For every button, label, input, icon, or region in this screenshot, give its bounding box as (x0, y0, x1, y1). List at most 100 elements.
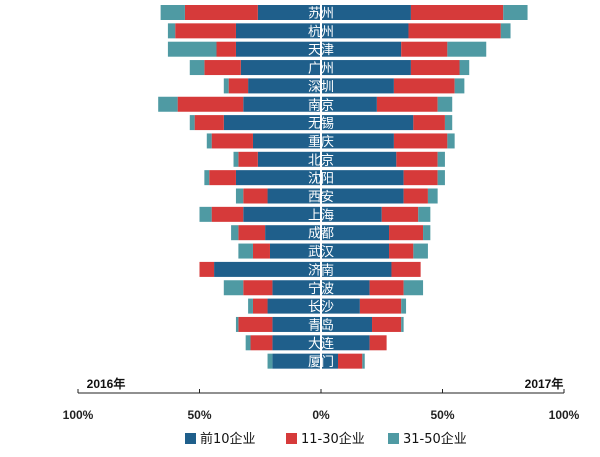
bar-2016-广州-s0 (240, 60, 321, 76)
bar-2017-北京-s1 (396, 151, 438, 167)
bar-2017-无锡-s1 (413, 115, 445, 131)
legend-swatch (286, 433, 297, 444)
bar-2016-无锡-s1 (194, 115, 224, 131)
city-label: 重庆 (308, 134, 334, 150)
bar-2016-大连-s0 (272, 335, 321, 351)
bar-2017-成都-s0 (321, 225, 390, 241)
x-tick-label: 0% (312, 408, 330, 422)
city-label: 青岛 (308, 317, 334, 333)
x-tick-label: 50% (430, 408, 454, 422)
city-label: 杭州 (308, 25, 334, 40)
bar-2016-北京-s0 (257, 151, 321, 167)
bar-2017-宁波-s0 (321, 280, 370, 296)
bars-layer (158, 5, 528, 369)
x-axis-ticks: 100% 50% 0% 50% 100% (63, 389, 580, 422)
bar-2017-沈阳-s1 (403, 170, 438, 186)
city-label: 上海 (308, 208, 334, 223)
bar-2016-西安-s0 (267, 188, 321, 204)
bar-2017-厦门-s2 (362, 353, 365, 369)
bar-2017-广州-s2 (459, 60, 470, 76)
bar-2016-南京-s0 (243, 96, 321, 112)
city-label: 北京 (308, 153, 334, 168)
city-label: 广州 (308, 62, 334, 77)
bar-2016-宁波-s2 (223, 280, 244, 296)
bar-2017-济南-s1 (391, 261, 421, 277)
x-tick-label: 100% (549, 408, 580, 422)
bar-2016-厦门-s0 (272, 353, 321, 369)
bar-2017-重庆-s1 (393, 133, 448, 149)
legend-label: 前10企业 (200, 431, 256, 447)
city-label: 天津 (308, 43, 334, 58)
bar-2016-北京-s1 (238, 151, 258, 167)
bar-2016-苏州-s2 (160, 5, 185, 20)
bar-2017-成都-s1 (389, 225, 424, 241)
city-label: 西安 (308, 190, 334, 205)
bar-2017-重庆-s0 (321, 133, 394, 149)
bar-2017-武汉-s1 (389, 243, 414, 259)
left-year-label: 2016年 (87, 376, 126, 391)
bar-2017-广州-s1 (410, 60, 460, 76)
bar-2017-重庆-s2 (447, 133, 455, 149)
x-tick-label: 100% (63, 408, 94, 422)
city-label: 沈阳 (308, 172, 334, 187)
bar-2017-沈阳-s2 (437, 170, 445, 186)
city-label: 南京 (308, 97, 334, 113)
bar-2016-成都-s0 (265, 225, 321, 241)
city-label: 济南 (308, 262, 334, 278)
city-label: 大连 (308, 336, 334, 352)
legend-label: 31-50企业 (403, 431, 467, 447)
bar-2017-杭州-s2 (500, 23, 511, 39)
city-label: 苏州 (308, 6, 334, 22)
bar-2016-广州-s1 (204, 60, 241, 76)
bar-2017-武汉-s0 (321, 243, 390, 259)
bar-2016-沈阳-s0 (235, 170, 321, 186)
bar-2016-重庆-s1 (211, 133, 253, 149)
bar-2017-深圳-s0 (321, 78, 394, 94)
bar-2016-重庆-s2 (206, 133, 212, 149)
bar-2016-西安-s1 (243, 188, 268, 204)
bar-2017-沈阳-s0 (321, 170, 404, 186)
bar-2017-青岛-s1 (372, 316, 402, 332)
right-year-label: 2017年 (525, 376, 564, 391)
legend: 前10企业 11-30企业 31-50企业 (185, 431, 467, 447)
bar-2017-西安-s2 (427, 188, 438, 204)
bar-2017-天津-s0 (321, 41, 402, 57)
legend-swatch (388, 433, 399, 444)
bar-2016-无锡-s0 (223, 115, 321, 131)
x-tick-label: 50% (187, 408, 211, 422)
bar-2016-青岛-s0 (272, 316, 321, 332)
bar-2017-南京-s1 (376, 96, 438, 112)
bar-2016-沈阳-s2 (204, 170, 210, 186)
bar-2017-长沙-s0 (321, 298, 360, 314)
bar-2016-西安-s2 (235, 188, 244, 204)
bar-2016-武汉-s2 (238, 243, 253, 259)
bar-2016-上海-s0 (243, 206, 321, 222)
bar-2017-深圳-s2 (454, 78, 465, 94)
bar-2017-西安-s0 (321, 188, 404, 204)
bar-2016-济南-s0 (214, 261, 321, 277)
bar-2016-宁波-s1 (243, 280, 273, 296)
bar-2016-武汉-s1 (252, 243, 270, 259)
bar-2017-深圳-s1 (393, 78, 455, 94)
bar-2017-无锡-s0 (321, 115, 414, 131)
city-label: 厦门 (308, 355, 334, 370)
bar-2016-广州-s2 (189, 60, 205, 76)
bar-2017-广州-s0 (321, 60, 411, 76)
bar-2016-武汉-s0 (269, 243, 321, 259)
bar-2017-上海-s2 (418, 206, 431, 222)
bar-2017-南京-s0 (321, 96, 377, 112)
bar-2017-上海-s1 (381, 206, 419, 222)
city-label: 深圳 (308, 80, 334, 95)
bar-2017-青岛-s0 (321, 316, 373, 332)
bar-2016-上海-s2 (199, 206, 212, 222)
bar-2017-苏州-s2 (503, 5, 528, 20)
bar-2016-宁波-s0 (272, 280, 321, 296)
bar-2017-北京-s0 (321, 151, 397, 167)
bar-2017-宁波-s2 (403, 280, 424, 296)
bar-2016-大连-s1 (250, 335, 273, 351)
bar-2017-天津-s2 (447, 41, 487, 57)
bar-2017-天津-s1 (401, 41, 448, 57)
bar-2017-青岛-s2 (401, 316, 404, 332)
